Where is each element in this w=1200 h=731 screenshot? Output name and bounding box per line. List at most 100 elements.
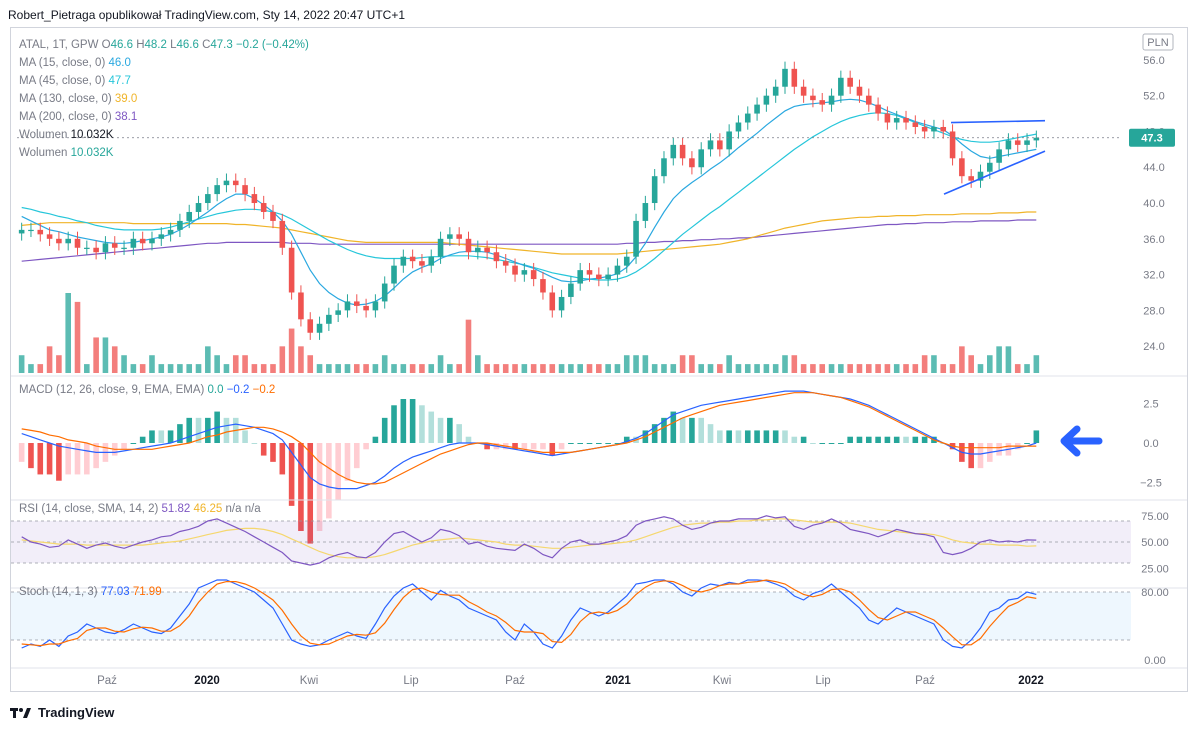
volume-bar: [46, 346, 53, 373]
candle-body: [512, 265, 518, 275]
candle-body: [670, 144, 677, 159]
candle-body: [828, 95, 835, 105]
candle-body: [84, 247, 90, 249]
volume-bar: [921, 355, 928, 373]
chart-frame: 56.052.048.044.040.036.032.028.024.047.3…: [10, 27, 1188, 692]
volume-bar: [437, 355, 444, 373]
candle-body: [642, 203, 649, 221]
volume-bar: [726, 355, 732, 373]
candle-body: [903, 118, 909, 123]
macd-histogram-bar: [689, 417, 695, 443]
volume-bar: [558, 364, 565, 373]
macd-histogram-bar: [847, 436, 853, 443]
macd-histogram-bar: [651, 424, 658, 443]
volume-bar: [493, 364, 500, 373]
candle-body: [139, 238, 146, 244]
candle-body: [921, 126, 928, 132]
volume-bar: [791, 355, 798, 373]
candle-body: [242, 185, 248, 195]
candle-body: [93, 247, 99, 253]
volume-bar: [1033, 355, 1040, 373]
legend-indicator-row: MA (15, close, 0) 46.0: [19, 57, 131, 69]
volume-bar: [391, 364, 397, 373]
candle-body: [661, 158, 667, 177]
candle-body: [493, 252, 500, 262]
macd-histogram-bar: [596, 443, 602, 444]
candle-body: [726, 131, 732, 150]
volume-bar: [549, 364, 556, 373]
volume-bar: [893, 364, 900, 373]
candle-body: [102, 243, 109, 253]
candle-body: [456, 234, 462, 239]
volume-bar: [18, 355, 25, 373]
macd-histogram-bar: [679, 417, 686, 443]
volume-bar: [307, 355, 314, 373]
candle-body: [195, 203, 202, 212]
macd-histogram-bar: [353, 443, 360, 469]
macd-histogram-bar: [698, 417, 705, 443]
candle-body: [875, 104, 881, 114]
candle-body: [251, 194, 258, 204]
chart-canvas[interactable]: 56.052.048.044.040.036.032.028.024.047.3…: [11, 28, 1187, 691]
candle-body: [949, 131, 956, 159]
volume-bar: [987, 355, 993, 373]
left-arrow-icon: [1060, 425, 1103, 457]
candle-body: [977, 171, 984, 181]
legend-indicator-row: Wolumen 10.032K: [19, 147, 114, 159]
candle-body: [326, 314, 332, 324]
volume-bar: [856, 364, 863, 373]
candle-body: [186, 211, 193, 221]
candle-body: [521, 270, 528, 275]
ohlc-value: 46.6: [176, 39, 202, 51]
volume-bar: [735, 364, 742, 373]
macd-histogram-bar: [623, 436, 630, 443]
macd-histogram-bar: [512, 443, 518, 450]
candle-body: [865, 95, 872, 105]
candle-body: [754, 104, 760, 114]
macd-histogram-bar: [121, 443, 127, 450]
candle-body: [893, 118, 900, 123]
volume-bar: [912, 364, 919, 373]
volume-bar: [158, 364, 165, 373]
macd-histogram-bar: [577, 443, 583, 444]
volume-bar: [949, 364, 956, 373]
ma15-line: [21, 98, 1037, 306]
rsi-legend-value: 46.25: [194, 503, 226, 515]
macd-legend-value: 0.0: [208, 384, 227, 396]
candle-body: [447, 234, 453, 239]
macd-histogram-bar: [763, 430, 770, 443]
macd-histogram-bar: [717, 430, 723, 443]
macd-histogram-bar: [428, 411, 435, 443]
volume-bar: [223, 364, 230, 373]
macd-histogram-bar: [223, 417, 230, 443]
macd-histogram-bar: [586, 443, 593, 444]
macd-histogram-bar: [772, 430, 779, 443]
candle-body: [791, 68, 798, 87]
volume-bar: [409, 364, 416, 373]
macd-histogram-bar: [251, 443, 258, 444]
volume-bar: [447, 364, 453, 373]
volume-bar: [586, 364, 593, 373]
macd-histogram-bar: [540, 443, 546, 450]
volume-bar: [353, 364, 360, 373]
time-axis-label: Kwi: [713, 675, 732, 687]
macd-histogram-bar: [605, 443, 611, 444]
volume-bar: [689, 355, 695, 373]
rsi-legend: RSI (14, close, SMA, 14, 2) 51.82 46.25 …: [19, 503, 261, 515]
volume-bar: [1014, 364, 1021, 373]
macd-histogram-bar: [65, 443, 71, 475]
volume-bar: [698, 364, 705, 373]
legend-indicator-row: MA (200, close, 0) 38.1: [19, 111, 137, 123]
macd-histogram-bar: [186, 417, 193, 443]
macd-histogram-bar: [130, 443, 137, 444]
candle-body: [596, 274, 602, 280]
candle-body: [74, 238, 81, 248]
candle-body: [1033, 137, 1040, 141]
volume-bar: [819, 364, 826, 373]
rsi-tick-label: 75.00: [1141, 511, 1169, 523]
candle-body: [689, 158, 695, 168]
candle-body: [1005, 140, 1012, 150]
candle-body: [232, 180, 239, 186]
volume-bar: [177, 364, 183, 373]
macd-histogram-bar: [977, 443, 984, 469]
